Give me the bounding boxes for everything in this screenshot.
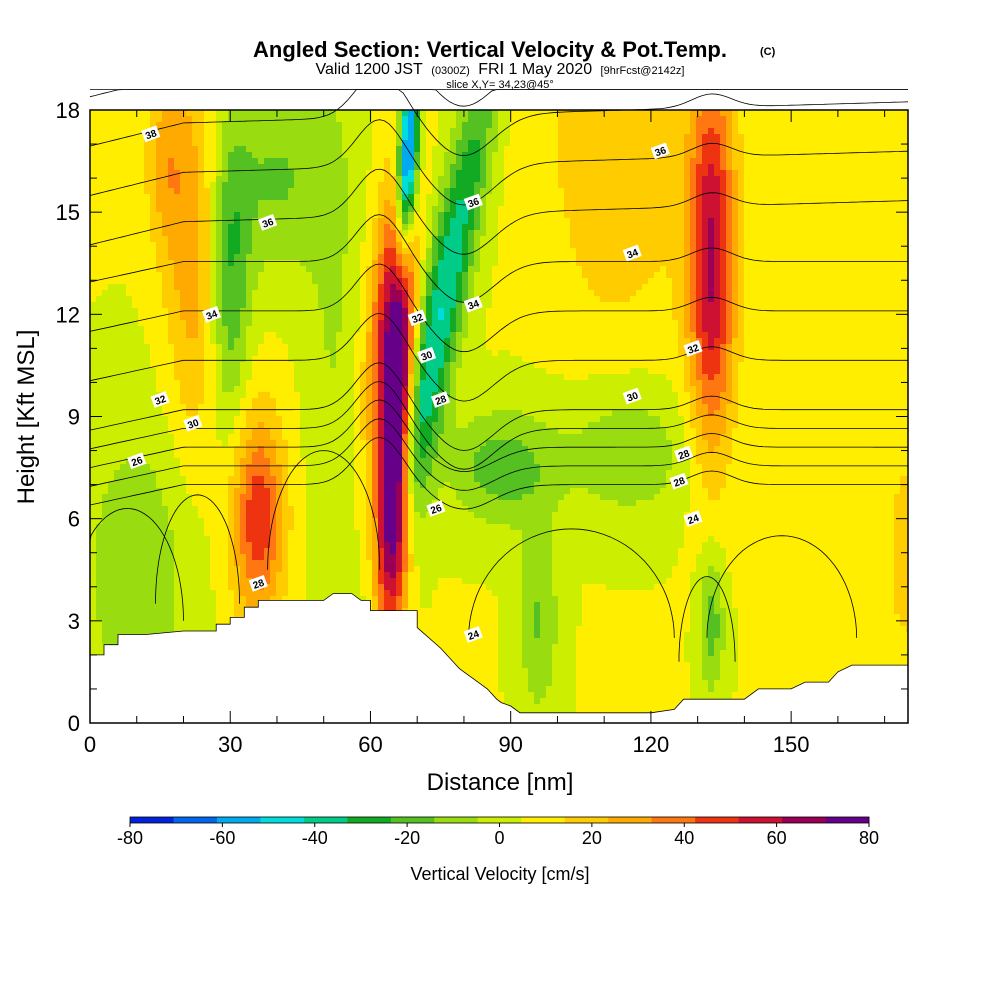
y-tick-label: 9 [68, 405, 80, 430]
colorbar-tick-label: -60 [209, 828, 235, 848]
x-tick-label: 150 [773, 732, 810, 757]
y-tick-label: 12 [56, 302, 80, 327]
colorbar-swatch [521, 817, 566, 823]
x-tick-label: 120 [633, 732, 670, 757]
contour-label: 34 [463, 295, 483, 313]
contour-label: 34 [201, 305, 222, 323]
colorbar-tick-label: -80 [117, 828, 143, 848]
contour-dome-1 [155, 494, 240, 604]
terrain-mask [89, 593, 909, 724]
contour-dome-2 [267, 450, 381, 570]
contour-theta-31 [89, 312, 908, 402]
colorbar-swatch [216, 817, 261, 823]
colorbar-swatch [347, 817, 392, 823]
contour-theta-34 [89, 168, 909, 255]
contour-label: 28 [248, 574, 268, 592]
colorbar-swatch [651, 817, 696, 823]
y-tick-label: 3 [68, 609, 80, 634]
colorbar-swatch [477, 817, 522, 823]
contour-theta-32 [89, 263, 908, 353]
colorbar-tick-label: 0 [494, 828, 504, 848]
x-axis-label: Distance [nm] [427, 769, 574, 796]
colorbar-swatch [564, 817, 609, 823]
colorbar-swatch [782, 817, 826, 823]
colorbar-tick-label: 60 [767, 828, 787, 848]
y-tick-label: 18 [56, 98, 80, 123]
colorbar-tick-label: 80 [859, 828, 879, 848]
contour-label: 26 [127, 452, 147, 469]
x-tick-label: 90 [498, 732, 522, 757]
colorbar-swatch [695, 817, 739, 823]
contour-label: 28 [669, 472, 689, 490]
colorbar-tick-label: 40 [674, 828, 694, 848]
contour-label: 36 [463, 193, 483, 210]
colorbar-tick-label: -20 [394, 828, 420, 848]
contour-label: 32 [150, 391, 170, 408]
colorbar-label: Vertical Velocity [cm/s] [410, 864, 589, 884]
x-tick-label: 0 [84, 732, 96, 757]
colorbar-swatch [390, 817, 435, 823]
colorbar-swatch [434, 817, 479, 823]
contour-label: 38 [141, 125, 161, 142]
contour-theta-26 [89, 436, 908, 510]
contour-theta-29 [89, 381, 908, 470]
subtitle-valid: Valid 1200 JST [316, 61, 424, 78]
x-axis: 0 30 60 90 120 150 [84, 110, 886, 757]
contour-label: 30 [416, 346, 437, 364]
x-tick-label: 30 [218, 732, 242, 757]
contour-label: 32 [683, 340, 703, 357]
colorbar-swatch [608, 817, 652, 823]
contour-label: 24 [463, 626, 483, 643]
colorbar-swatch [738, 817, 783, 823]
slice-info: slice X,Y= 34,23@45° [446, 79, 554, 91]
colorbar-swatch [825, 817, 870, 823]
contour-label: 28 [674, 445, 694, 462]
chart-title-mark: (C) [760, 46, 776, 58]
x-tick-label: 60 [358, 732, 382, 757]
contour-label: 36 [258, 214, 278, 231]
y-tick-label: 15 [56, 200, 80, 225]
colorbar-swatch [130, 817, 174, 823]
chart-title: Angled Section: Vertical Velocity & Pot.… [253, 37, 727, 62]
contour-dome-4 [706, 535, 857, 638]
contour-label: 30 [183, 414, 203, 432]
colorbar-tick-label: -40 [302, 828, 328, 848]
subtitle-date: FRI 1 May 2020 [478, 61, 592, 78]
contour-label: 24 [683, 510, 703, 527]
plot-area: 38 36 36 36 34 34 34 32 32 32 30 30 30 28 28 28 26 26 24 24… [89, 89, 909, 724]
contour-label: 36 [650, 142, 670, 159]
contour-theta-35 [89, 119, 909, 206]
contour-theta-36 [89, 89, 909, 157]
contour-theta-27 [89, 418, 908, 491]
colorbar: -80 -60 -40 -20 0 20 40 60 80 [117, 816, 879, 848]
contour-label: 30 [622, 387, 642, 405]
contour-label: 34 [622, 244, 642, 262]
contour-theta-28 [89, 399, 908, 473]
contour-dome-5 [678, 576, 736, 662]
contour-theta-37 [89, 89, 908, 107]
contour-labels: 38 36 36 36 34 34 34 32 32 32 30 30 30 28 28 28 26 26 24 24… [127, 125, 703, 643]
contour-label: 26 [426, 500, 446, 517]
colorbar-swatch [260, 817, 305, 823]
subtitle-zulu: (0300Z) [431, 65, 470, 77]
subtitle-fcst: [9hrFcst@2142z] [601, 65, 685, 77]
colorbar-swatch [303, 817, 348, 823]
y-axis-label: Height [Kft MSL] [13, 330, 40, 505]
y-tick-label: 6 [68, 507, 80, 532]
chart-subtitle: Valid 1200 JST (0300Z) FRI 1 May 2020 [9… [316, 61, 685, 78]
colorbar-swatch [173, 817, 218, 823]
contour-theta-33 [89, 214, 908, 303]
contour-label: 32 [407, 309, 427, 326]
colorbar-tick-label: 20 [582, 828, 602, 848]
contour-theta-30 [89, 362, 908, 451]
y-tick-label: 0 [68, 711, 80, 736]
contour-dome-3 [468, 528, 675, 638]
contour-label: 28 [431, 391, 451, 408]
